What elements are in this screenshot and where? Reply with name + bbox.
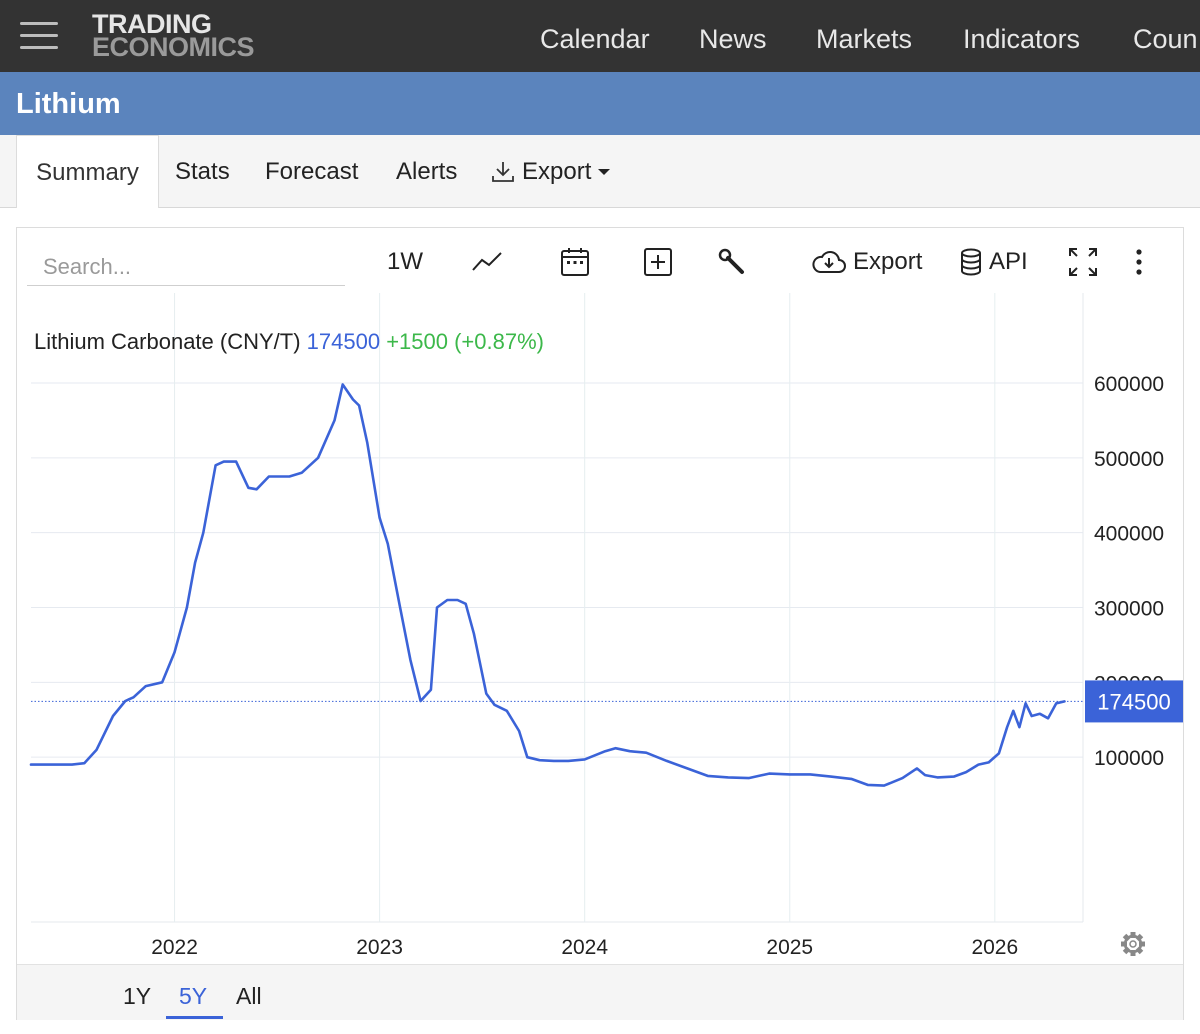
- interval-selector[interactable]: 1W: [387, 248, 423, 275]
- x-tick-label: 2022: [151, 936, 198, 959]
- nav-calendar[interactable]: Calendar: [540, 24, 650, 54]
- range-selector-bar: 1Y 5Y All: [17, 964, 1183, 1020]
- download-icon: [492, 161, 514, 182]
- range-all-button[interactable]: All: [236, 983, 262, 1009]
- hamburger-menu-icon[interactable]: [20, 22, 58, 50]
- series-line-lithium-carbonate: [29, 383, 1066, 787]
- tab-alerts[interactable]: Alerts: [396, 158, 458, 185]
- tab-bar: Summary Stats Forecast Alerts Export: [0, 135, 1200, 208]
- range-1y-button[interactable]: 1Y: [123, 983, 152, 1009]
- more-options-icon[interactable]: [1133, 242, 1145, 282]
- x-tick-label: 2024: [561, 936, 608, 959]
- export-button[interactable]: Export: [811, 242, 922, 282]
- x-tick-label: 2025: [766, 936, 813, 959]
- tab-stats[interactable]: Stats: [175, 158, 230, 185]
- price-change-label: +1500 (+0.87%): [386, 329, 544, 354]
- logo-line1: TRADING: [92, 9, 212, 39]
- calendar-icon[interactable]: [559, 242, 591, 282]
- range-5y-button[interactable]: 5Y: [179, 983, 208, 1009]
- last-price-badge-label: 174500: [1097, 689, 1170, 714]
- api-button[interactable]: API: [959, 242, 1028, 282]
- x-tick-label: 2026: [971, 936, 1018, 959]
- y-tick-label: 100000: [1094, 747, 1164, 770]
- nav-indicators[interactable]: Indicators: [963, 24, 1081, 54]
- fullscreen-icon[interactable]: [1067, 242, 1099, 282]
- page-title: Lithium: [16, 88, 121, 120]
- add-indicator-icon[interactable]: [642, 242, 674, 282]
- page-title-bar: Lithium: [0, 72, 1200, 135]
- price-chart[interactable]: 6000005000004000003000002000001000002022…: [17, 228, 1183, 964]
- tab-export-label: Export: [522, 158, 592, 185]
- current-price-label: 174500: [307, 329, 387, 354]
- chart-settings-gear-icon[interactable]: [1121, 932, 1145, 956]
- database-icon: [961, 248, 981, 276]
- logo-line2: ECONOMICS: [92, 32, 255, 62]
- nav-countries[interactable]: Coun: [1133, 24, 1198, 54]
- export-label: Export: [853, 248, 923, 275]
- last-price-badge: [1085, 680, 1183, 723]
- tab-forecast[interactable]: Forecast: [265, 158, 359, 185]
- series-name-label: Lithium Carbonate (CNY/T): [34, 329, 307, 354]
- chart-info-line: Lithium Carbonate (CNY/T) 174500 +1500 (…: [34, 329, 544, 354]
- search-input[interactable]: [27, 248, 345, 286]
- y-tick-label: 600000: [1094, 373, 1164, 396]
- active-range-indicator: [166, 1016, 223, 1019]
- y-tick-label: 400000: [1094, 523, 1164, 546]
- chart-type-line-icon[interactable]: [471, 242, 503, 282]
- nav-news[interactable]: News: [699, 24, 767, 54]
- y-tick-label: 300000: [1094, 598, 1164, 621]
- cloud-download-icon: [812, 251, 846, 273]
- y-tick-label: 500000: [1094, 448, 1164, 471]
- chart-panel: 6000005000004000003000002000001000002022…: [16, 227, 1184, 1020]
- tab-summary[interactable]: Summary: [16, 135, 159, 208]
- api-label: API: [989, 248, 1028, 275]
- nav-markets[interactable]: Markets: [816, 24, 913, 54]
- trading-economics-logo[interactable]: TRADING ECONOMICS: [92, 9, 255, 62]
- tab-export[interactable]: Export: [490, 135, 611, 208]
- top-navigation-bar: TRADING ECONOMICS Calendar News Markets …: [0, 0, 1200, 72]
- caret-down-icon: [598, 168, 611, 175]
- x-tick-label: 2023: [356, 936, 403, 959]
- wrench-icon[interactable]: [717, 242, 747, 282]
